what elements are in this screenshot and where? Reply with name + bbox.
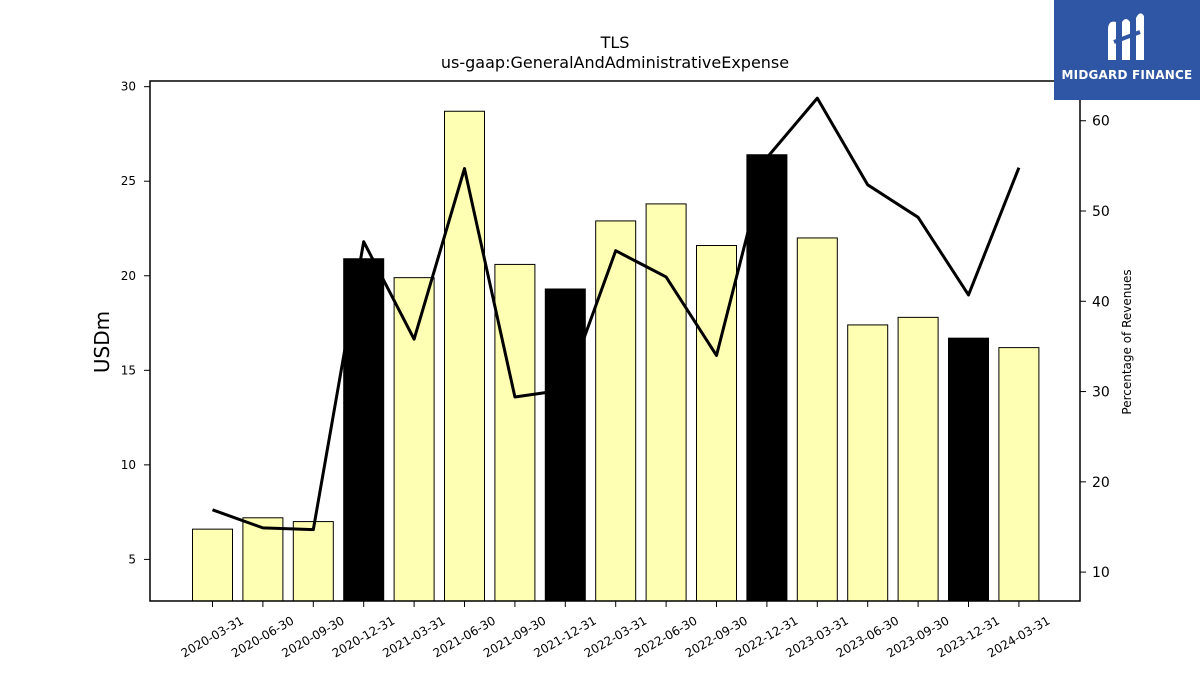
y-tick-label-30: 30 [121,80,136,94]
bar-2022-03-31 [595,220,637,602]
bar-2022-06-30 [645,203,687,602]
bar-2020-03-31 [192,528,233,602]
bar-2021-09-30 [494,263,536,602]
bar-group [192,110,1040,602]
y2-tick-label-60: 60 [1092,114,1110,130]
bar-2023-03-31 [796,237,838,602]
logo-text: MIDGARD FINANCE [1061,68,1193,82]
bar-2023-06-30 [847,324,889,602]
y-axis-label: USDm [90,311,114,373]
plot-frame [149,80,1081,602]
y2-tick-label-20: 20 [1092,475,1110,491]
y-tick-label-20: 20 [121,269,136,283]
line-series [211,96,1021,532]
bar-2022-12-31 [746,154,788,602]
y2-tick-label-30: 30 [1092,385,1110,401]
y2-axis-label: Percentage of Revenues [1120,269,1134,414]
y2-tick-label-50: 50 [1092,204,1110,220]
logo-mark-icon [1108,13,1144,60]
logo: MIDGARD FINANCE [1054,0,1200,100]
chart-subtitle: us-gaap:GeneralAndAdministrativeExpense [441,53,789,72]
bar-2020-06-30 [242,517,284,602]
bar-2020-12-31 [343,258,385,602]
bar-2020-09-30 [292,521,334,602]
bar-2023-09-30 [897,316,939,602]
chart-title: TLS [600,33,630,52]
line-group [211,96,1021,532]
y2-tick-label-10: 10 [1092,565,1110,581]
y-tick-label-10: 10 [121,458,136,472]
y-tick-label-15: 15 [121,363,136,377]
bar-2021-12-31 [544,288,586,602]
y-tick-label-5: 5 [128,552,136,566]
y2-tick-label-40: 40 [1092,294,1110,310]
bar-2021-06-30 [444,110,485,602]
bar-2024-03-31 [998,347,1040,602]
bar-2021-03-31 [393,277,435,602]
bar-2023-12-31 [948,337,989,602]
y-tick-label-25: 25 [121,174,136,188]
